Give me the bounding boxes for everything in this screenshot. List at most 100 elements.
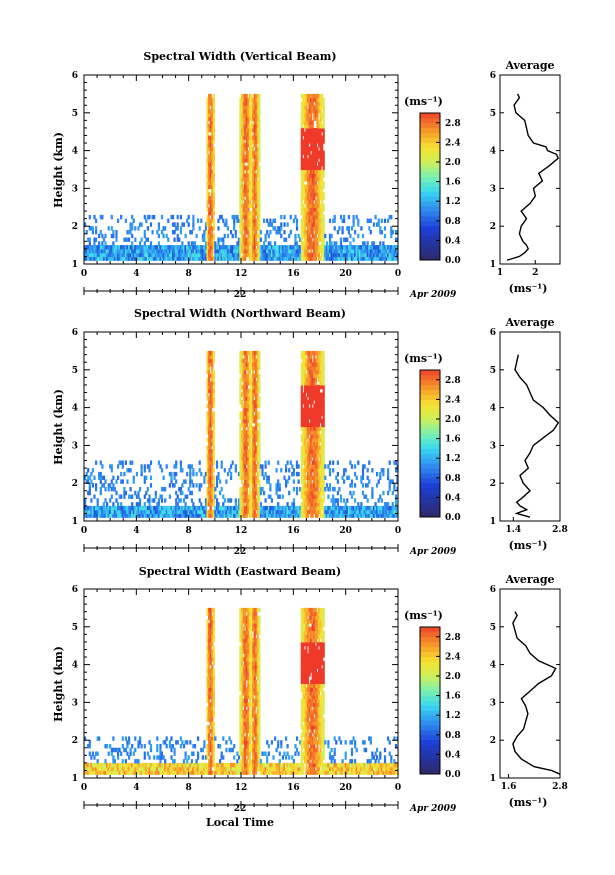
heatmap-cell <box>255 468 258 473</box>
colorbar-segment <box>420 196 440 202</box>
heatmap-cell <box>361 241 365 246</box>
heatmap-cell <box>319 381 322 386</box>
heatmap-cell <box>250 456 253 462</box>
heatmap-cell <box>303 105 306 110</box>
heatmap-cell <box>311 143 314 148</box>
heatmap-cell <box>250 192 253 197</box>
heatmap-cell <box>245 150 248 155</box>
heatmap-cell <box>248 173 251 178</box>
heatmap-cell <box>305 437 308 443</box>
heatmap-cell <box>308 146 311 152</box>
heatmap-cell <box>90 226 93 231</box>
heatmap-cell <box>115 237 118 242</box>
heatmap-cell <box>148 509 151 515</box>
heatmap-cell <box>176 233 179 239</box>
heatmap-cell <box>112 256 115 261</box>
heatmap-cell <box>106 252 109 258</box>
heatmap-cell <box>252 369 255 375</box>
heatmap-cell <box>241 214 244 220</box>
heatmap-cell <box>206 418 209 424</box>
heatmap-cell <box>231 509 234 515</box>
heatmap-cell <box>256 411 259 416</box>
heatmap-cell <box>248 426 251 431</box>
heatmap-cell <box>99 475 102 480</box>
heatmap-cell <box>250 381 253 386</box>
heatmap-cell <box>278 252 281 258</box>
heatmap-cell <box>261 252 264 258</box>
heatmap-cell <box>255 464 258 469</box>
heatmap-cell <box>124 248 127 254</box>
heatmap-cell <box>128 513 131 518</box>
heatmap-cell <box>317 124 321 129</box>
heatmap-cell <box>192 513 195 518</box>
heatmap-cell <box>258 97 261 103</box>
heatmap-cell <box>234 509 237 515</box>
heatmap-cell <box>192 218 195 223</box>
heatmap-cell <box>321 241 324 246</box>
heatmap-cell <box>239 468 242 473</box>
heatmap-cell <box>217 237 220 242</box>
heatmap-cell <box>310 211 313 216</box>
heatmap-cell <box>226 498 230 503</box>
heatmap-cell <box>178 505 181 511</box>
heatmap-cell <box>344 245 347 250</box>
heatmap-cell <box>211 366 214 371</box>
heatmap-cell <box>137 494 140 499</box>
heatmap-cell <box>101 509 104 515</box>
heatmap-cell <box>255 241 258 246</box>
heatmap-cell <box>300 505 303 511</box>
heatmap-cell <box>192 241 195 246</box>
heatmap-cell <box>212 105 215 110</box>
heatmap-cell <box>242 203 245 208</box>
heatmap-cell <box>247 192 250 197</box>
heatmap-cell <box>314 226 317 231</box>
heatmap-cell <box>190 513 193 518</box>
heatmap-cell <box>203 513 206 518</box>
heatmap-cell <box>316 434 319 439</box>
heatmap-cell <box>200 252 203 258</box>
heatmap-cell <box>248 127 251 133</box>
heatmap-cell <box>88 487 91 492</box>
heatmap-cell <box>252 135 255 140</box>
heatmap-cell <box>91 252 94 258</box>
heatmap-cell <box>168 256 171 261</box>
colorbar-tick-label: 2.8 <box>445 376 461 386</box>
heatmap-cell <box>305 199 308 205</box>
heatmap-cell <box>269 245 272 250</box>
heatmap-cell <box>211 494 214 499</box>
heatmap-cell <box>299 245 302 250</box>
heatmap-cell <box>131 222 134 227</box>
heatmap-cell <box>244 207 247 212</box>
heatmap-cell <box>253 139 256 144</box>
heatmap-cell <box>208 135 211 140</box>
heatmap-cell <box>285 248 288 254</box>
heatmap-cell <box>321 124 324 129</box>
heatmap-cell <box>252 471 255 477</box>
heatmap-cell <box>208 464 211 469</box>
heatmap-cell <box>208 384 211 390</box>
day-label: 22 <box>234 290 247 300</box>
heatmap-cell <box>247 158 250 163</box>
heatmap-cell <box>211 150 214 155</box>
heatmap-cell <box>328 218 332 223</box>
heatmap-cell <box>321 381 324 386</box>
heatmap-cell <box>255 207 258 212</box>
heatmap-cell <box>184 233 187 239</box>
heatmap-cell <box>310 131 313 137</box>
heatmap-cell <box>371 487 374 492</box>
heatmap-cell <box>245 188 248 193</box>
heatmap-cell <box>255 161 258 167</box>
heatmap-cell <box>253 105 256 110</box>
heatmap-cell <box>176 256 179 261</box>
heatmap-cell <box>252 430 255 435</box>
profile-frame <box>499 331 561 522</box>
heatmap-cell <box>242 248 245 254</box>
heatmap-cell <box>209 509 212 515</box>
heatmap-cell <box>308 252 311 258</box>
heatmap-cell <box>303 381 306 386</box>
heatmap-cell <box>184 505 187 511</box>
heatmap-cell <box>324 245 327 250</box>
heatmap-cell <box>208 358 211 363</box>
heatmap-cell <box>206 468 209 473</box>
heatmap-cell <box>305 93 308 99</box>
